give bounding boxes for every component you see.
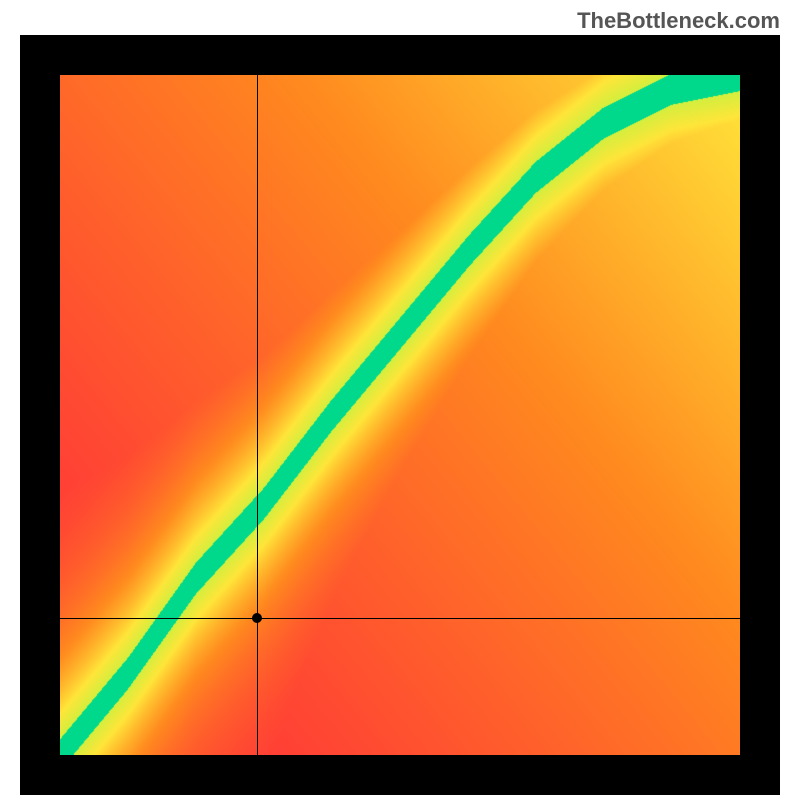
chart-frame bbox=[20, 35, 780, 795]
heatmap-canvas bbox=[60, 75, 740, 755]
crosshair-vertical bbox=[257, 75, 258, 755]
heatmap-plot-area bbox=[60, 75, 740, 755]
crosshair-horizontal bbox=[60, 618, 740, 619]
watermark-text: TheBottleneck.com bbox=[577, 8, 780, 34]
crosshair-marker bbox=[252, 613, 262, 623]
